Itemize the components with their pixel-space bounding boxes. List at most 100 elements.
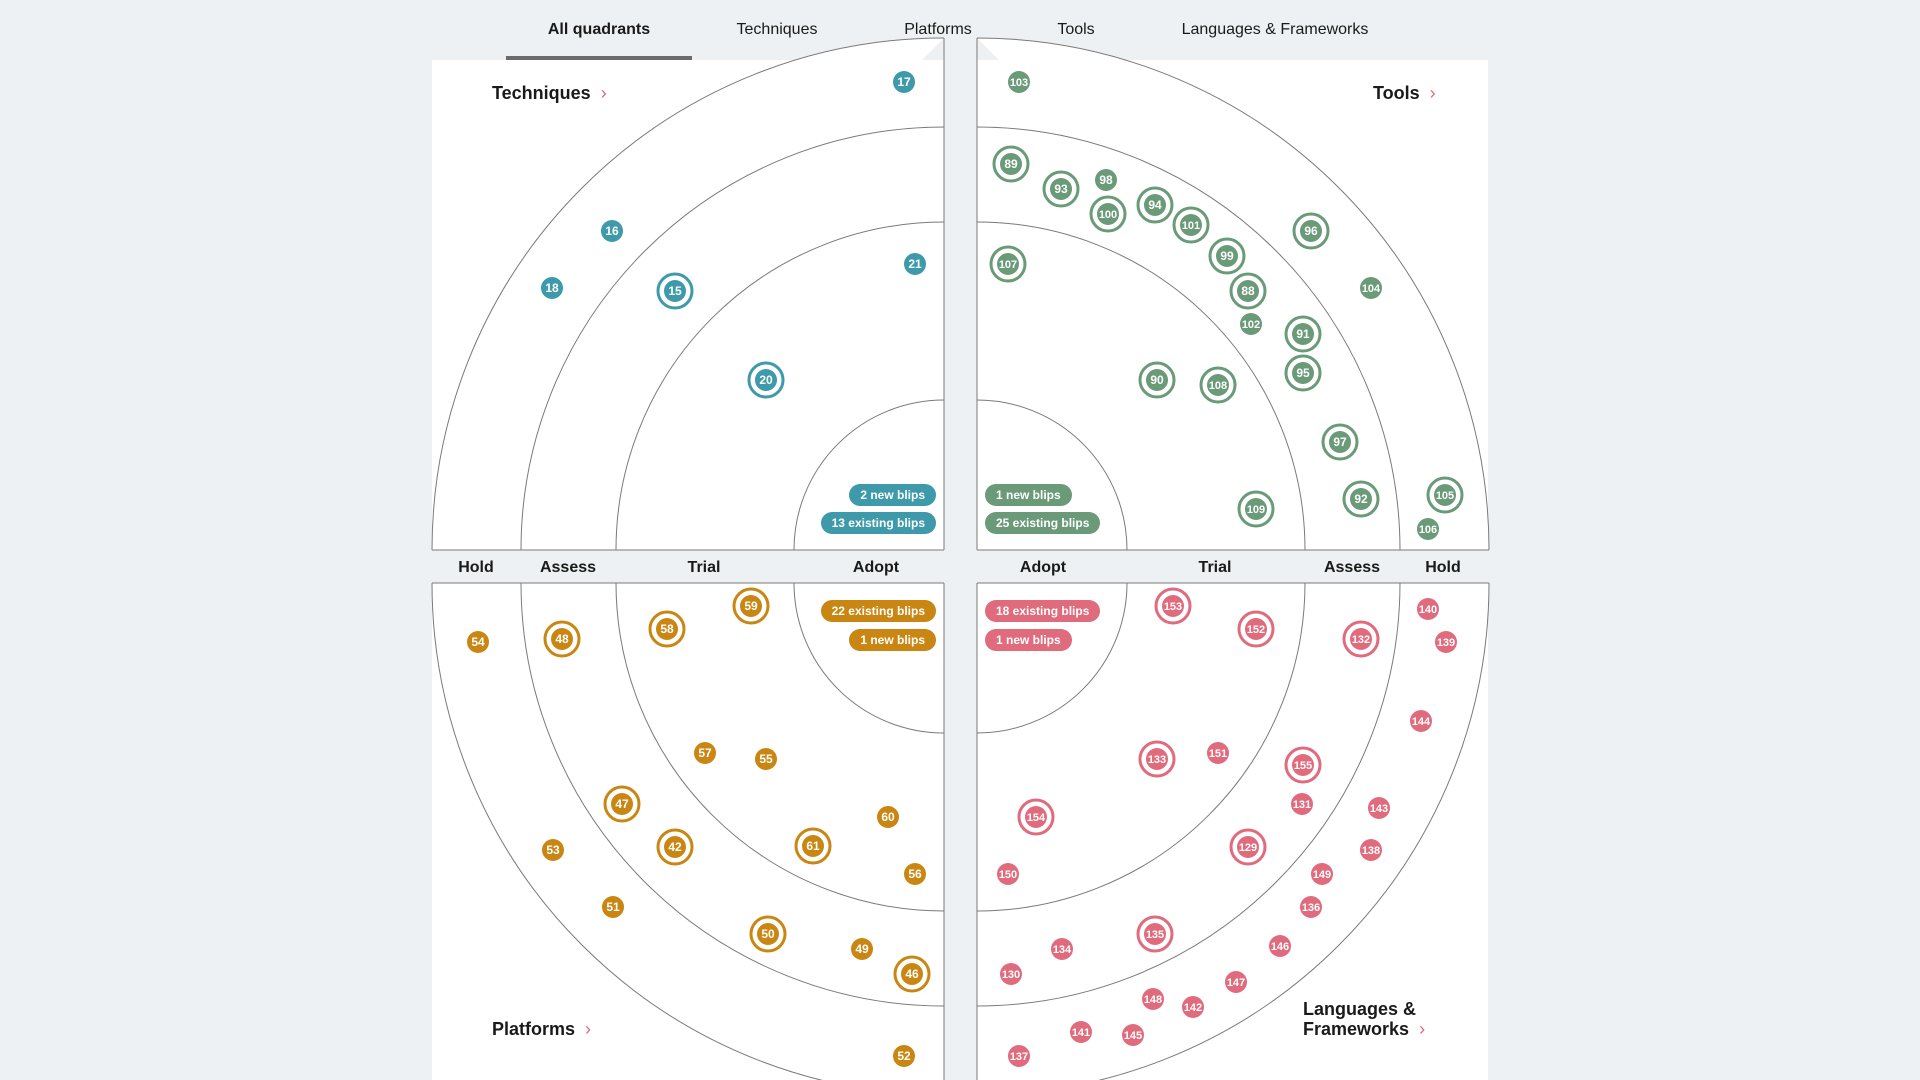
blip-136[interactable]: 136 [1300, 896, 1322, 918]
blip-dot [997, 253, 1019, 275]
blip-149[interactable]: 149 [1311, 863, 1333, 885]
tools-new-blips-badge[interactable]: 1 new blips [985, 484, 1072, 506]
blip-130[interactable]: 130 [1000, 963, 1022, 985]
blip-102[interactable]: 102 [1240, 313, 1262, 335]
blip-50[interactable]: 50 [749, 915, 787, 953]
tab-languages-frameworks[interactable]: Languages & Frameworks [1181, 21, 1369, 38]
blip-54[interactable]: 54 [467, 631, 489, 653]
blip-53[interactable]: 53 [542, 839, 564, 861]
blip-106[interactable]: 106 [1417, 518, 1439, 540]
blip-56[interactable]: 56 [904, 863, 926, 885]
blip-99[interactable]: 99 [1208, 237, 1246, 275]
blip-100[interactable]: 100 [1089, 195, 1127, 233]
blip-147[interactable]: 147 [1225, 971, 1247, 993]
blip-104[interactable]: 104 [1360, 277, 1382, 299]
tab-tools[interactable]: Tools [1057, 21, 1095, 38]
blip-60[interactable]: 60 [877, 806, 899, 828]
blip-46[interactable]: 46 [893, 955, 931, 993]
blip-dot [602, 896, 624, 918]
languages-new-blips-badge[interactable]: 1 new blips [985, 629, 1072, 651]
blip-138[interactable]: 138 [1360, 839, 1382, 861]
blip-90[interactable]: 90 [1138, 361, 1176, 399]
blip-131[interactable]: 131 [1291, 793, 1313, 815]
blip-109[interactable]: 109 [1237, 490, 1275, 528]
blip-151[interactable]: 151 [1207, 742, 1229, 764]
blip-132[interactable]: 132 [1342, 620, 1380, 658]
blip-number: 104 [1362, 283, 1381, 295]
blip-129[interactable]: 129 [1229, 828, 1267, 866]
quadrant-title-platforms[interactable]: Platforms › [492, 1019, 591, 1039]
blip-17[interactable]: 17 [893, 71, 915, 93]
blip-154[interactable]: 154 [1017, 798, 1055, 836]
blip-number: 55 [759, 752, 773, 766]
blip-52[interactable]: 52 [893, 1045, 915, 1067]
blip-51[interactable]: 51 [602, 896, 624, 918]
blip-47[interactable]: 47 [603, 785, 641, 823]
blip-94[interactable]: 94 [1136, 186, 1174, 224]
quadrant-title-techniques[interactable]: Techniques › [492, 83, 607, 103]
platforms-existing-blips-badge[interactable]: 22 existing blips [820, 600, 936, 622]
blip-48[interactable]: 48 [543, 620, 581, 658]
blip-89[interactable]: 89 [992, 145, 1030, 183]
blip-number: 89 [1004, 157, 1018, 171]
blip-number: 149 [1313, 869, 1331, 881]
blip-101[interactable]: 101 [1172, 206, 1210, 244]
blip-152[interactable]: 152 [1237, 610, 1275, 648]
blip-49[interactable]: 49 [851, 938, 873, 960]
blip-18[interactable]: 18 [541, 277, 563, 299]
blip-number: 130 [1002, 969, 1020, 981]
quadrant-title-tools[interactable]: Tools › [1373, 83, 1436, 103]
blip-59[interactable]: 59 [732, 587, 770, 625]
tab-all-quadrants[interactable]: All quadrants [506, 0, 692, 60]
blip-20[interactable]: 20 [747, 361, 785, 399]
blip-134[interactable]: 134 [1051, 938, 1073, 960]
blip-139[interactable]: 139 [1435, 631, 1457, 653]
languages-existing-blips-badge[interactable]: 18 existing blips [985, 600, 1101, 622]
techniques-existing-blips-badge[interactable]: 13 existing blips [820, 512, 936, 534]
blip-144[interactable]: 144 [1410, 710, 1432, 732]
blip-133[interactable]: 133 [1138, 740, 1176, 778]
blip-141[interactable]: 141 [1070, 1021, 1092, 1043]
blip-dot [1008, 1045, 1030, 1067]
platforms-new-blips-badge[interactable]: 1 new blips [849, 629, 936, 651]
techniques-new-blips-badge[interactable]: 2 new blips [849, 484, 936, 506]
blip-108[interactable]: 108 [1199, 366, 1237, 404]
blip-dot [802, 835, 824, 857]
blip-15[interactable]: 15 [656, 272, 694, 310]
blip-148[interactable]: 148 [1142, 988, 1164, 1010]
blip-153[interactable]: 153 [1154, 587, 1192, 625]
blip-142[interactable]: 142 [1182, 996, 1204, 1018]
blip-88[interactable]: 88 [1229, 272, 1267, 310]
blip-150[interactable]: 150 [997, 863, 1019, 885]
blip-98[interactable]: 98 [1095, 169, 1117, 191]
blip-58[interactable]: 58 [648, 610, 686, 648]
blip-135[interactable]: 135 [1136, 915, 1174, 953]
blip-16[interactable]: 16 [601, 220, 623, 242]
blip-61[interactable]: 61 [794, 827, 832, 865]
tools-existing-blips-badge[interactable]: 25 existing blips [985, 512, 1101, 534]
blip-107[interactable]: 107 [989, 245, 1027, 283]
blip-55[interactable]: 55 [755, 748, 777, 770]
tab-techniques[interactable]: Techniques [736, 21, 818, 38]
tab-platforms[interactable]: Platforms [904, 21, 972, 38]
blip-57[interactable]: 57 [694, 742, 716, 764]
blip-91[interactable]: 91 [1284, 315, 1322, 353]
blip-95[interactable]: 95 [1284, 354, 1322, 392]
quadrant-title-languages-frameworks[interactable]: Languages & Frameworks › [1303, 999, 1425, 1039]
blip-105[interactable]: 105 [1426, 476, 1464, 514]
blip-140[interactable]: 140 [1417, 598, 1439, 620]
blip-155[interactable]: 155 [1284, 746, 1322, 784]
blip-21[interactable]: 21 [904, 253, 926, 275]
blip-103[interactable]: 103 [1008, 71, 1030, 93]
blip-143[interactable]: 143 [1368, 797, 1390, 819]
blip-92[interactable]: 92 [1342, 480, 1380, 518]
blip-93[interactable]: 93 [1042, 170, 1080, 208]
blip-146[interactable]: 146 [1269, 935, 1291, 957]
blip-96[interactable]: 96 [1292, 212, 1330, 250]
blip-42[interactable]: 42 [656, 828, 694, 866]
blip-number: 42 [668, 840, 682, 854]
blip-97[interactable]: 97 [1321, 423, 1359, 461]
blip-145[interactable]: 145 [1122, 1024, 1144, 1046]
blip-137[interactable]: 137 [1008, 1045, 1030, 1067]
